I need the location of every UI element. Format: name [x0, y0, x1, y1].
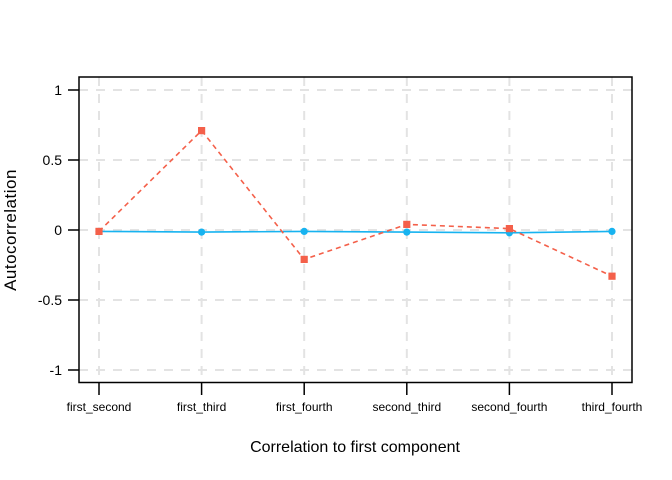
- x-category-label: second_third: [372, 400, 441, 414]
- square-marker-second_third: [403, 220, 411, 228]
- x-axis-title: Correlation to first component: [250, 439, 460, 456]
- square-marker-first_fourth: [300, 255, 308, 263]
- y-tick-label: 0.5: [43, 152, 63, 168]
- y-tick-label: -1: [50, 362, 63, 378]
- x-category-label: first_fourth: [276, 400, 333, 414]
- series-line-red_dashed_squares: [98, 129, 613, 277]
- square-marker-first_second: [95, 227, 103, 235]
- circle-marker-first_third: [198, 228, 206, 236]
- x-category-label: first_third: [177, 400, 226, 414]
- series-line-blue_solid_circles: [98, 230, 613, 234]
- circle-marker-second_third: [403, 228, 411, 236]
- circle-marker-third_fourth: [608, 227, 616, 235]
- x-category-label: third_fourth: [582, 400, 643, 414]
- x-category-label: first_second: [67, 400, 132, 414]
- y-axis-title: Autocorrelation: [1, 169, 20, 291]
- circle-marker-first_fourth: [300, 227, 308, 235]
- y-tick-label: -0.5: [38, 292, 62, 308]
- square-marker-third_fourth: [608, 272, 616, 280]
- y-tick-label: 0: [54, 222, 62, 238]
- chart-plot-area: 1 0.5 0 -0.5 -1 first_second first_third first_…: [38, 76, 643, 414]
- square-marker-second_fourth: [505, 225, 513, 233]
- y-tick-label: 1: [54, 82, 62, 98]
- x-category-label: second_fourth: [471, 400, 547, 414]
- square-marker-first_third: [198, 127, 206, 135]
